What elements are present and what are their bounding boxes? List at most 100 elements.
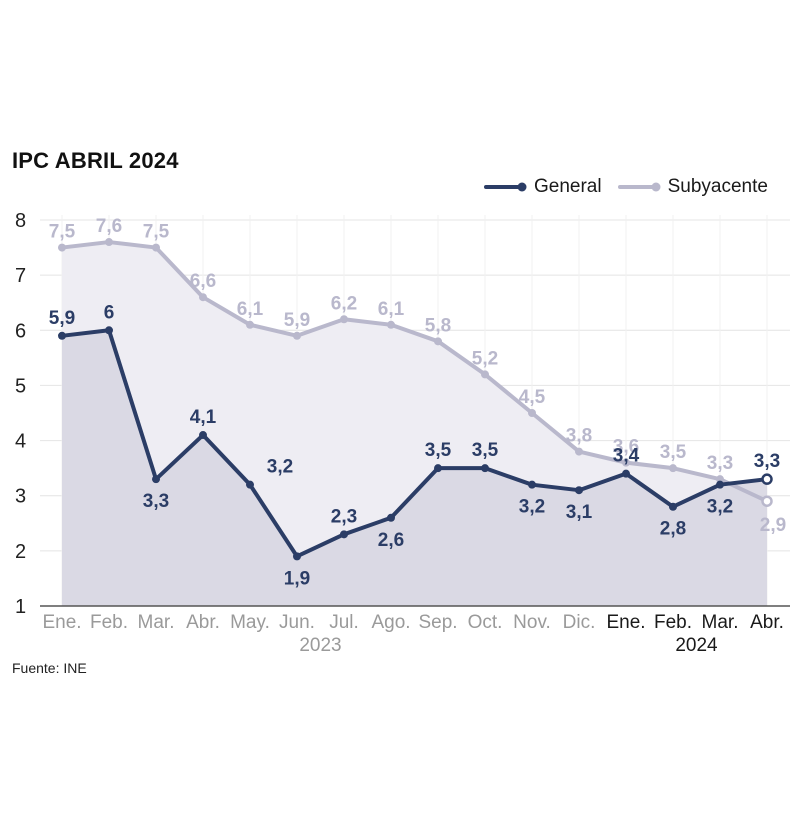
data-label-general-8: 3,5 — [425, 440, 452, 461]
data-label-general-4: 3,2 — [267, 457, 293, 478]
data-label-general-14: 3,2 — [707, 497, 733, 518]
data-label-subyacente-10: 4,5 — [519, 387, 546, 408]
x-tick-label-8: Sep. — [418, 612, 457, 633]
data-label-subyacente-1: 7,6 — [96, 216, 122, 237]
legend-swatch-general — [484, 182, 527, 192]
y-tick-label-3: 3 — [15, 486, 26, 508]
point-general-2 — [152, 475, 160, 484]
data-label-subyacente-9: 5,2 — [472, 348, 498, 369]
point-subyacente-11 — [575, 447, 583, 456]
point-subyacente-14 — [716, 475, 724, 484]
x-tick-label-3: Abr. — [186, 612, 220, 633]
series-line-general — [60, 328, 769, 559]
legend-label-general: General — [534, 176, 602, 197]
x-tick-label-5: Jun. — [279, 612, 315, 633]
point-general-14 — [716, 480, 724, 489]
point-subyacente-2 — [152, 243, 160, 252]
area-general — [62, 330, 767, 606]
data-label-subyacente-11: 3,8 — [566, 426, 592, 447]
data-label-general-12: 3,4 — [613, 446, 640, 467]
data-label-subyacente-0: 7,5 — [49, 222, 76, 243]
point-general-1 — [105, 326, 113, 335]
data-label-subyacente-8: 5,8 — [425, 315, 451, 336]
data-label-subyacente-13: 3,5 — [660, 442, 687, 463]
data-label-general-10: 3,2 — [519, 497, 545, 518]
y-tick-label-8: 8 — [15, 210, 26, 232]
point-general-10 — [528, 480, 536, 489]
data-label-subyacente-2: 7,5 — [143, 222, 170, 243]
x-tick-label-0: Ene. — [42, 612, 81, 633]
chart-legend: General Subyacente — [484, 176, 784, 198]
x-tick-label-4: May. — [230, 612, 270, 633]
legend-swatch-subyacente — [617, 182, 661, 192]
data-label-subyacente-14: 3,3 — [707, 453, 733, 474]
point-general-12 — [622, 469, 630, 478]
x-tick-label-14: Mar. — [702, 612, 739, 633]
data-label-general-9: 3,5 — [472, 440, 499, 461]
x-tick-label-15: Abr. — [750, 612, 784, 633]
data-label-general-5: 1,9 — [284, 568, 310, 589]
year-label-2023: 2023 — [299, 635, 341, 656]
x-tick-label-10: Nov. — [513, 612, 551, 633]
series-line-subyacente — [60, 240, 769, 504]
data-label-general-2: 3,3 — [143, 491, 169, 512]
point-general-11 — [575, 486, 583, 495]
data-label-subyacente-4: 6,1 — [237, 299, 264, 320]
x-tick-label-13: Feb. — [654, 612, 692, 633]
source-note: Fuente: INE — [12, 660, 87, 676]
point-subyacente-8 — [434, 337, 442, 346]
x-tick-label-6: Jul. — [329, 612, 359, 633]
point-general-7 — [387, 513, 395, 522]
data-label-general-13: 2,8 — [660, 519, 686, 540]
point-subyacente-1 — [105, 238, 113, 247]
y-tick-label-6: 6 — [15, 320, 26, 342]
legend-item-general: General — [484, 176, 602, 198]
y-tick-label-2: 2 — [15, 541, 26, 563]
point-general-15 — [761, 473, 773, 485]
data-label-general-15: 3,3 — [754, 451, 780, 472]
point-general-0 — [58, 331, 66, 340]
point-subyacente-10 — [528, 409, 536, 417]
chart-title: IPC ABRIL 2024 — [12, 148, 179, 173]
data-label-subyacente-15: 2,9 — [760, 515, 786, 536]
point-general-9 — [481, 464, 489, 473]
data-label-subyacente-3: 6,6 — [190, 271, 216, 292]
data-label-subyacente-5: 5,9 — [284, 310, 310, 331]
point-subyacente-5 — [293, 331, 301, 340]
data-label-general-7: 2,6 — [378, 530, 404, 551]
point-general-5 — [293, 552, 301, 561]
point-general-8 — [434, 464, 442, 473]
point-general-3 — [199, 431, 207, 440]
point-subyacente-13 — [669, 464, 677, 473]
point-general-13 — [669, 502, 677, 511]
y-tick-label-4: 4 — [15, 431, 26, 453]
point-subyacente-9 — [481, 370, 489, 379]
y-tick-label-5: 5 — [15, 375, 26, 397]
x-tick-label-7: Ago. — [371, 612, 410, 633]
x-tick-label-2: Mar. — [138, 612, 175, 633]
point-subyacente-0 — [58, 243, 66, 252]
year-label-2024: 2024 — [675, 635, 718, 656]
data-label-general-1: 6 — [104, 302, 115, 323]
x-tick-label-11: Dic. — [563, 612, 596, 633]
x-tick-label-12: Ene. — [606, 612, 645, 633]
legend-item-subyacente: Subyacente — [617, 176, 768, 198]
data-label-subyacente-6: 6,2 — [331, 293, 357, 314]
point-subyacente-15 — [761, 495, 773, 507]
data-label-general-6: 2,3 — [331, 506, 357, 527]
data-label-general-11: 3,1 — [566, 502, 593, 523]
legend-label-subyacente: Subyacente — [667, 176, 768, 197]
x-tick-label-1: Feb. — [90, 612, 128, 633]
data-label-general-0: 5,9 — [49, 308, 75, 329]
data-label-subyacente-12: 3,6 — [613, 437, 639, 458]
y-tick-label-7: 7 — [15, 265, 26, 287]
data-label-subyacente-7: 6,1 — [378, 299, 405, 320]
point-subyacente-3 — [199, 293, 207, 302]
x-tick-label-9: Oct. — [468, 612, 503, 633]
y-tick-label-1: 1 — [15, 596, 26, 618]
point-subyacente-4 — [246, 320, 254, 329]
data-label-general-3: 4,1 — [190, 407, 217, 428]
point-general-4 — [246, 480, 254, 489]
point-general-6 — [340, 530, 348, 539]
